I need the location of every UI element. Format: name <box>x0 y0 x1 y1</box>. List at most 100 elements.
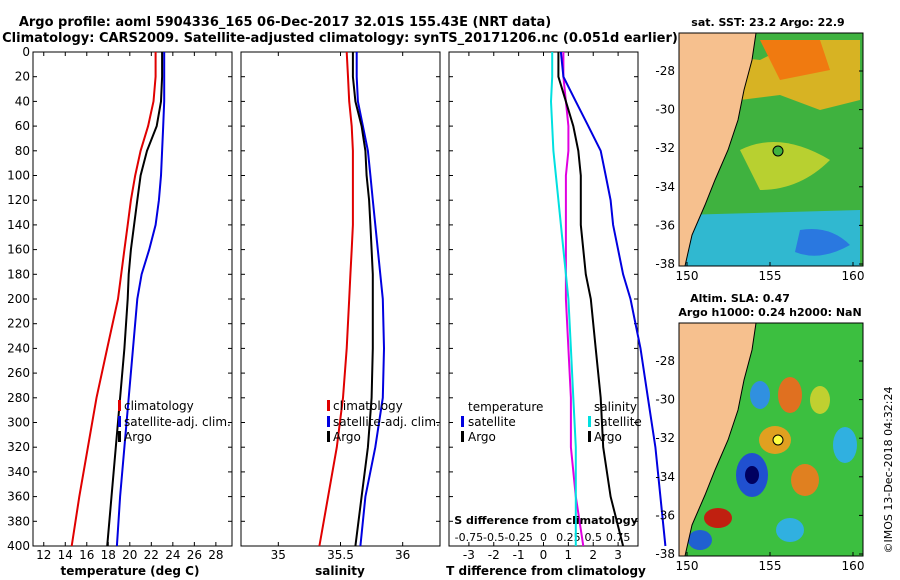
lat-tick-label: -34 <box>655 180 675 194</box>
lat-tick-label: -30 <box>655 393 675 407</box>
lat-tick-label: -28 <box>655 354 675 368</box>
depth-tick-label: 40 <box>15 94 30 108</box>
depth-tick-label: 200 <box>7 292 30 306</box>
series-line-climatology <box>318 51 354 547</box>
sst-mid-region <box>740 142 830 190</box>
sla-eddy-warm <box>791 464 819 496</box>
depth-tick-label: 140 <box>7 218 30 232</box>
legend-label-satellite: satellite-adj. clim. <box>333 415 440 429</box>
lat-tick-label: -36 <box>655 218 675 232</box>
series-line-argo <box>106 52 164 547</box>
sst-hot-region <box>760 40 830 80</box>
lon-tick-label: 155 <box>759 269 782 283</box>
series-line-s-argo <box>559 51 667 547</box>
sst-map-frame <box>678 32 864 267</box>
legend-swatch-s-argo <box>588 431 591 442</box>
figure-title-line1: Argo profile: aoml 5904336_165 06-Dec-20… <box>19 15 551 30</box>
depth-tick-label: 20 <box>15 70 30 84</box>
sla-map-title1: Altim. SLA: 0.47 <box>690 292 790 305</box>
depth-tick-label: 160 <box>7 243 30 257</box>
x-tick-label: 18 <box>101 548 116 562</box>
difference-legend: temperature satellite Argo salinity sate… <box>461 400 642 444</box>
series-line-satellite-adj-clim- <box>355 52 386 547</box>
x-tick-label: -1 <box>513 548 525 562</box>
lon-tick-label: 150 <box>676 559 699 573</box>
salinity-legend: climatology satellite-adj. clim. Argo <box>327 399 440 444</box>
sla-eddy-warm <box>810 386 830 414</box>
depth-tick-label: 340 <box>7 465 30 479</box>
legend-swatch-climatology <box>118 400 121 411</box>
depth-tick-label: 100 <box>7 169 30 183</box>
depth-tick-label: 280 <box>7 391 30 405</box>
legend-label-t-argo: Argo <box>468 430 496 444</box>
series-line-climatology <box>70 52 157 547</box>
temperature-xlabel: temperature (deg C) <box>61 564 200 578</box>
lat-tick-label: -36 <box>655 508 675 522</box>
series-line-argo <box>351 52 374 547</box>
x-tick-label: 24 <box>165 548 180 562</box>
depth-tick-label: 240 <box>7 341 30 355</box>
legend-label-s-satellite: satellite <box>594 415 642 429</box>
x-tick-label: -3 <box>463 548 475 562</box>
depth-tick-label: 380 <box>7 514 30 528</box>
lat-tick-label: -32 <box>655 431 675 445</box>
x-tick-label: 14 <box>58 548 73 562</box>
top-x-tick-label: 0.5 <box>584 531 602 544</box>
sla-eddy-warm <box>778 377 802 413</box>
depth-tick-label: 80 <box>15 144 30 158</box>
sst-cold-region <box>795 229 850 256</box>
depth-tick-label: 180 <box>7 267 30 281</box>
top-x-tick-label: 0.25 <box>556 531 581 544</box>
legend-label-s-argo: Argo <box>594 430 622 444</box>
legend-swatch-satellite <box>327 416 330 427</box>
legend-label-t-satellite: satellite <box>468 415 516 429</box>
sla-map: Altim. SLA: 0.47 Argo h1000: 0.24 h2000:… <box>655 292 864 573</box>
legend-title-salinity: salinity <box>594 400 637 414</box>
top-x-tick-label: -0.5 <box>483 531 504 544</box>
legend-swatch-t-satellite <box>461 416 464 427</box>
sla-map-frame <box>678 322 864 557</box>
depth-tick-label: 360 <box>7 490 30 504</box>
difference-axes-frame <box>448 51 639 547</box>
depth-tick-label: 300 <box>7 416 30 430</box>
temperature-legend: climatology satellite-adj. clim. Argo <box>118 399 231 444</box>
x-tick-label: 36 <box>395 548 410 562</box>
x-tick-label: 28 <box>208 548 223 562</box>
lat-tick-label: -30 <box>655 103 675 117</box>
x-tick-label: 35 <box>271 548 286 562</box>
lat-tick-label: -34 <box>655 470 675 484</box>
series-line-s-satellite <box>549 52 577 546</box>
figure-title-line2: Climatology: CARS2009. Satellite-adjuste… <box>2 31 678 46</box>
sla-eddy-cold <box>750 381 770 409</box>
lon-tick-label: 160 <box>842 559 865 573</box>
sla-eddy-cold <box>688 530 712 550</box>
temperature-axes-frame <box>32 51 233 547</box>
sst-map-title: sat. SST: 23.2 Argo: 22.9 <box>691 16 844 29</box>
lon-tick-label: 155 <box>759 559 782 573</box>
salinity-axes-frame <box>240 51 441 547</box>
depth-tick-label: 260 <box>7 366 30 380</box>
legend-swatch-argo <box>118 431 121 442</box>
depth-tick-label: 60 <box>15 119 30 133</box>
legend-label-climatology: climatology <box>124 399 194 413</box>
sla-map-title2: Argo h1000: 0.24 h2000: NaN <box>678 306 861 319</box>
depth-tick-label: 400 <box>7 539 30 553</box>
series-line-t-satellite <box>562 52 585 547</box>
lat-tick-label: -38 <box>655 257 675 271</box>
depth-tick-label: 220 <box>7 317 30 331</box>
lon-tick-label: 160 <box>842 269 865 283</box>
salinity-xlabel: salinity <box>315 564 365 578</box>
sst-map: sat. SST: 23.2 Argo: 22.9 -28 -30 -32 -34 -3… <box>655 16 864 283</box>
difference-top-xlabel: S difference from climatology <box>454 514 638 527</box>
top-x-tick-label: 0 <box>540 531 547 544</box>
lat-tick-label: -28 <box>655 64 675 78</box>
legend-title-temperature: temperature <box>468 400 543 414</box>
imos-timestamp: ©IMOS 13-Dec-2018 04:32:24 <box>882 387 895 554</box>
sla-eddy-warm <box>704 508 732 528</box>
x-tick-label: 3 <box>614 548 622 562</box>
series-line-t-argo <box>557 52 625 547</box>
legend-swatch-t-argo <box>461 431 464 442</box>
legend-label-argo: Argo <box>333 430 361 444</box>
x-tick-label: 35.5 <box>327 548 354 562</box>
